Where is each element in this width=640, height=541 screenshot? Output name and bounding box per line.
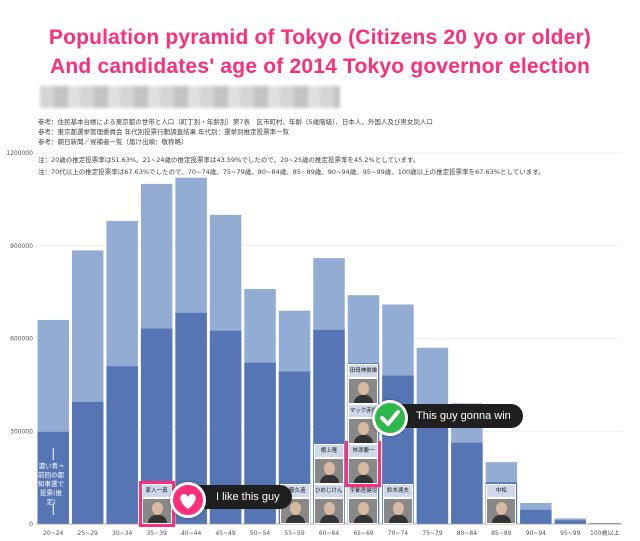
- x-tick-label: 75~79: [422, 530, 442, 537]
- winner-callout-text: This guy gonna win: [416, 410, 511, 422]
- reference-1: 参考：住民基本台帳による東京都の世帯と人口（町丁別・年齢別）第7表 区市町村、年…: [38, 118, 433, 126]
- x-tick-label: 65~69: [353, 530, 373, 537]
- x-tick-label: 25~29: [78, 530, 98, 537]
- voter-bar: [71, 401, 104, 524]
- candidate-card: 中松: [486, 484, 517, 524]
- x-tick-label: 45~49: [215, 530, 235, 537]
- candidate-photo: [141, 498, 172, 524]
- x-tick-label: 60~64: [319, 530, 339, 537]
- candidate-card: 田母神俊雄: [348, 364, 379, 404]
- candidate-name: 中松: [486, 484, 517, 498]
- reference-3: 参考：朝日新聞／候補者一覧（届け出順：敬称略）: [38, 138, 188, 146]
- y-tick-label: 0: [29, 521, 33, 528]
- candidate-photo: [486, 498, 517, 524]
- candidate-photo: [348, 498, 379, 524]
- candidate-card: 根上隆: [314, 444, 344, 484]
- candidate-name: 鈴木達夫: [382, 484, 413, 498]
- x-tick-label: 70~74: [388, 530, 408, 537]
- y-tick-label: 900000: [10, 243, 33, 250]
- voter-bar: [520, 509, 552, 524]
- heart-icon: [170, 482, 206, 518]
- blurred-header: [40, 86, 340, 108]
- note-2: 注：70代以上の推定投票率は67.63%でしたので、70~74歳、75~79歳、…: [38, 168, 545, 176]
- y-tick-label: 1200000: [6, 150, 33, 157]
- x-tick-label: 100歳以上: [590, 529, 619, 537]
- y-tick-label: 600000: [10, 336, 33, 343]
- x-tick-label: 30~34: [112, 530, 132, 537]
- candidate-photo: [382, 498, 413, 524]
- x-tick-label: 50~54: [250, 530, 270, 537]
- x-tick-label: 55~59: [284, 530, 304, 537]
- chart-title-line1: Population pyramid of Tokyo (Citizens 20…: [48, 26, 592, 49]
- voter-bar: [451, 442, 483, 524]
- voter-bar: [554, 520, 587, 524]
- candidate-photo: [314, 458, 344, 484]
- candidate-card: 家入一真: [138, 481, 175, 527]
- candidate-name: 家入一真: [141, 484, 172, 498]
- candidate-card: 宇都宮健児: [348, 484, 379, 524]
- chart-title-line2: And candidates' age of 2014 Tokyo govern…: [50, 55, 590, 78]
- candidate-card: マック赤坂: [348, 404, 379, 444]
- x-tick-label: 95~99: [560, 530, 580, 537]
- like-callout-text: I like this guy: [216, 491, 280, 503]
- candidate-card: ひめじけんじ: [314, 484, 344, 524]
- candidate-name: 根上隆: [314, 444, 344, 458]
- note-1: 注：20歳の推定投票率は51.63%、21~24歳の推定投票率は43.59%でし…: [38, 156, 420, 164]
- candidate-name: 宇都宮健児: [348, 484, 379, 498]
- voter-bar: [106, 366, 138, 524]
- candidate-photo: [314, 498, 344, 524]
- x-tick-label: 20~24: [43, 530, 63, 537]
- candidate-photo: [348, 378, 379, 404]
- check-icon: [372, 400, 408, 436]
- legend-voters-note: 濃い青→前回の都知事選で投票(推定): [38, 462, 64, 506]
- candidate-name: ひめじけんじ: [314, 484, 344, 498]
- candidate-photo: [348, 458, 379, 484]
- candidate-card: 舛添要一: [345, 441, 382, 487]
- x-tick-label: 85~89: [491, 530, 511, 537]
- candidate-name: 田母神俊雄: [348, 364, 379, 378]
- y-tick-label: 300000: [10, 428, 33, 435]
- x-tick-label: 35~39: [146, 530, 166, 537]
- x-tick-label: 90~94: [526, 530, 546, 537]
- x-tick-label: 80~84: [457, 530, 477, 537]
- candidate-name: 舛添要一: [348, 444, 379, 458]
- candidate-card: 鈴木達夫: [382, 484, 413, 524]
- x-tick-label: 40~44: [181, 530, 201, 537]
- reference-2: 参考：東京都選挙管理委員会 年代別投票行動調査結果 年代別：選挙別推定投票率一覧: [38, 128, 290, 136]
